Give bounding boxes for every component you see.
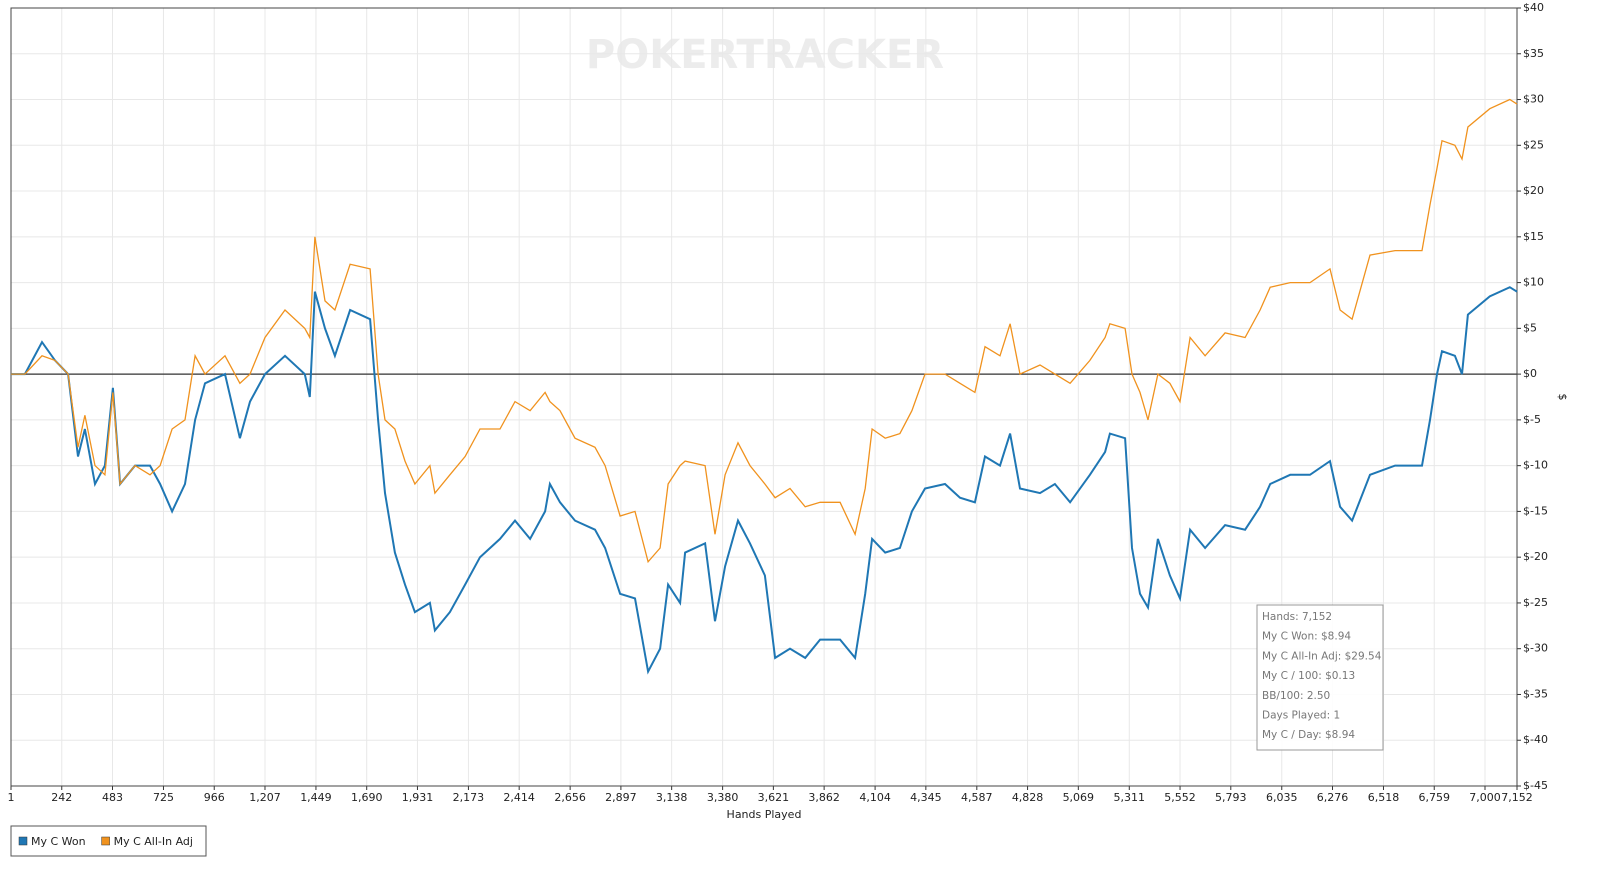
tooltip-line: BB/100: 2.50 (1262, 690, 1330, 702)
x-tick-label: 1,207 (249, 791, 281, 804)
tooltip-line: My C Won: $8.94 (1262, 631, 1351, 643)
x-tick-label: 2,414 (503, 791, 535, 804)
tooltip-box (1256, 604, 1384, 751)
y-tick-label: $30 (1523, 93, 1544, 106)
y-tick-label: $-30 (1523, 642, 1548, 655)
x-tick-label: 725 (153, 791, 174, 804)
watermark: POKERTRACKER (586, 32, 944, 78)
series-line (11, 286, 1518, 675)
x-tick-label: 5,552 (1164, 791, 1196, 804)
x-tick-label: 1,931 (402, 791, 434, 804)
y-tick-label: $5 (1523, 321, 1537, 334)
y-tick-label: $25 (1523, 138, 1544, 151)
x-tick-label: 483 (102, 791, 123, 804)
x-tick-label: 6,035 (1266, 791, 1298, 804)
y-axis-title: $ (1556, 394, 1569, 401)
tooltip-line: My C / 100: $0.13 (1262, 670, 1355, 682)
y-tick-label: $10 (1523, 276, 1544, 289)
y-tick-label: $-25 (1523, 596, 1548, 609)
x-tick-label: 3,380 (707, 791, 739, 804)
y-tick-label: $20 (1523, 184, 1544, 197)
legend-swatch (101, 836, 110, 846)
x-tick-label: 7,000 (1469, 791, 1501, 804)
legend-label: My C Won (31, 835, 86, 848)
x-tick-label: 6,759 (1418, 791, 1450, 804)
y-tick-label: $-5 (1523, 413, 1541, 426)
x-tick-label: 6,276 (1317, 791, 1349, 804)
x-tick-label: 5,069 (1063, 791, 1095, 804)
y-tick-label: $-45 (1523, 779, 1548, 792)
x-tick-label: 4,587 (961, 791, 993, 804)
y-tick-label: $-20 (1523, 550, 1548, 563)
x-tick-label: 3,138 (656, 791, 688, 804)
x-tick-label: 1,449 (300, 791, 332, 804)
x-tick-label: 1 (8, 791, 15, 804)
x-tick-label: 6,518 (1368, 791, 1400, 804)
y-tick-label: $15 (1523, 230, 1544, 243)
x-tick-label: 2,897 (605, 791, 637, 804)
x-tick-label: 4,828 (1012, 791, 1044, 804)
x-tick-label: 2,173 (453, 791, 485, 804)
x-tick-label: 242 (51, 791, 72, 804)
legend-label: My C All-In Adj (114, 835, 193, 848)
x-tick-label: 3,621 (758, 791, 790, 804)
legend-swatch (18, 836, 28, 846)
x-tick-label: 4,104 (859, 791, 891, 804)
tooltip-line: Hands: 7,152 (1262, 611, 1332, 623)
y-tick-label: $-40 (1523, 733, 1548, 746)
y-tick-label: $0 (1523, 367, 1537, 380)
series-line (11, 98, 1518, 564)
tooltip-line: Days Played: 1 (1262, 710, 1340, 722)
y-tick-label: $-15 (1523, 504, 1548, 517)
plot-border (10, 7, 1518, 787)
tooltip-line: My C All-In Adj: $29.54 (1262, 650, 1382, 662)
x-axis-title: Hands Played (727, 808, 802, 821)
y-tick-label: $40 (1523, 1, 1544, 14)
x-tick-label: 2,656 (554, 791, 586, 804)
x-tick-label: 966 (204, 791, 225, 804)
x-tick-label: 7,152 (1501, 791, 1533, 804)
x-tick-label: 5,793 (1215, 791, 1247, 804)
x-tick-label: 5,311 (1114, 791, 1146, 804)
x-tick-label: 3,862 (808, 791, 840, 804)
y-tick-label: $-10 (1523, 459, 1548, 472)
y-tick-label: $35 (1523, 47, 1544, 60)
y-tick-label: $-35 (1523, 687, 1548, 700)
x-tick-label: 1,690 (351, 791, 383, 804)
x-tick-label: 4,345 (910, 791, 942, 804)
tooltip-line: My C / Day: $8.94 (1262, 729, 1355, 741)
